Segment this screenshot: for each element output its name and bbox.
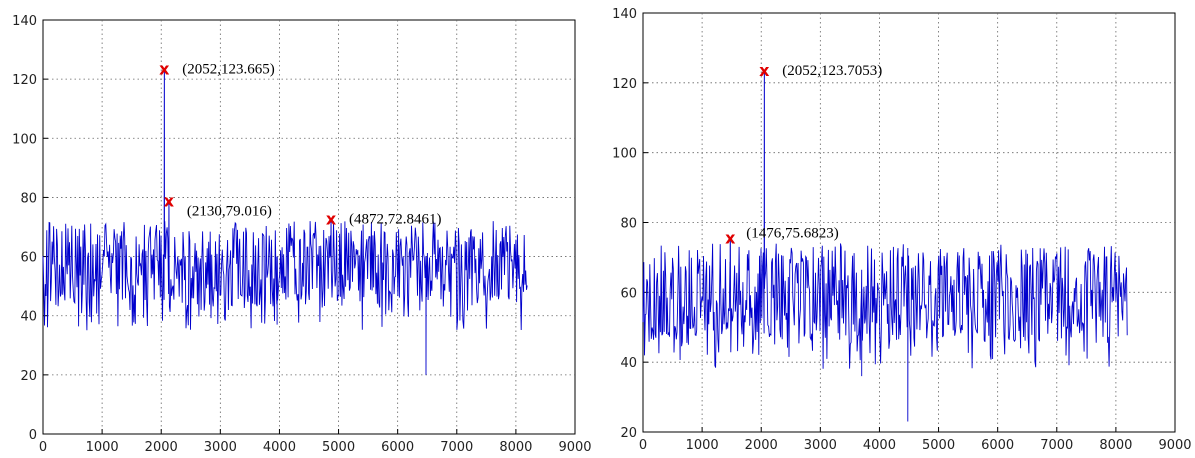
plot-area bbox=[42, 19, 576, 435]
signal-series-line bbox=[642, 69, 1128, 422]
y-tick-label: 60 bbox=[620, 286, 637, 301]
x-tick-label: 9000 bbox=[558, 440, 591, 455]
peak-annotation-label: (4872,72.8461) bbox=[349, 212, 442, 228]
left-chart-panel: 0 1000 2000 3000 4000 5000 6000 7000 8000 9000 0 20… bbox=[12, 14, 591, 455]
y-tick-label: 100 bbox=[612, 147, 637, 162]
peak-annotation-label: (2130,79.016) bbox=[187, 203, 272, 219]
peak-marker: x bbox=[164, 191, 175, 210]
peak-marker: x bbox=[326, 210, 337, 229]
x-tick-label: 2000 bbox=[145, 440, 178, 455]
y-tick-label: 120 bbox=[612, 77, 637, 92]
x-tick-label: 8000 bbox=[1099, 438, 1132, 453]
y-tick-label: 60 bbox=[20, 251, 37, 266]
x-tick-label: 5000 bbox=[322, 440, 355, 455]
y-tick-label: 140 bbox=[12, 14, 37, 29]
x-tick-label: 6000 bbox=[981, 438, 1014, 453]
x-tick-label: 7000 bbox=[440, 440, 473, 455]
y-tick-label: 140 bbox=[612, 7, 637, 22]
x-tick-label: 4000 bbox=[863, 438, 896, 453]
signal-series-line bbox=[42, 68, 528, 375]
peak-marker: x bbox=[159, 59, 170, 78]
x-tick-label: 9000 bbox=[1158, 438, 1191, 453]
peak-annotation-label: (2052,123.665) bbox=[182, 61, 275, 77]
y-tick-label: 40 bbox=[20, 310, 37, 325]
x-tick-label: 0 bbox=[639, 438, 647, 453]
x-tick-label: 8000 bbox=[499, 440, 532, 455]
y-tick-label: 80 bbox=[620, 217, 637, 232]
y-tick-label: 40 bbox=[620, 356, 637, 371]
x-tick-label: 5000 bbox=[922, 438, 955, 453]
x-tick-label: 6000 bbox=[381, 440, 414, 455]
y-tick-label: 0 bbox=[29, 428, 37, 443]
x-tick-label: 2000 bbox=[745, 438, 778, 453]
y-tick-label: 100 bbox=[12, 132, 37, 147]
x-tick-label: 7000 bbox=[1040, 438, 1073, 453]
peak-annotation-label: (1476,75.6823) bbox=[746, 226, 839, 242]
y-tick-label: 20 bbox=[620, 426, 637, 441]
y-tick-label: 80 bbox=[20, 191, 37, 206]
right-chart-panel: 0 1000 2000 3000 4000 5000 6000 7000 8000 9000 20 4… bbox=[612, 7, 1191, 453]
y-tick-label: 20 bbox=[20, 369, 37, 384]
x-tick-label: 4000 bbox=[263, 440, 296, 455]
x-tick-label: 3000 bbox=[804, 438, 837, 453]
y-tick-label: 120 bbox=[12, 73, 37, 88]
x-tick-label: 1000 bbox=[686, 438, 719, 453]
peak-annotation-label: (2052,123.7053) bbox=[782, 63, 882, 79]
peak-marker: x bbox=[725, 229, 736, 248]
x-tick-label: 1000 bbox=[86, 440, 119, 455]
x-tick-label: 3000 bbox=[204, 440, 237, 455]
peak-marker: x bbox=[759, 61, 770, 80]
x-tick-label: 0 bbox=[39, 440, 47, 455]
